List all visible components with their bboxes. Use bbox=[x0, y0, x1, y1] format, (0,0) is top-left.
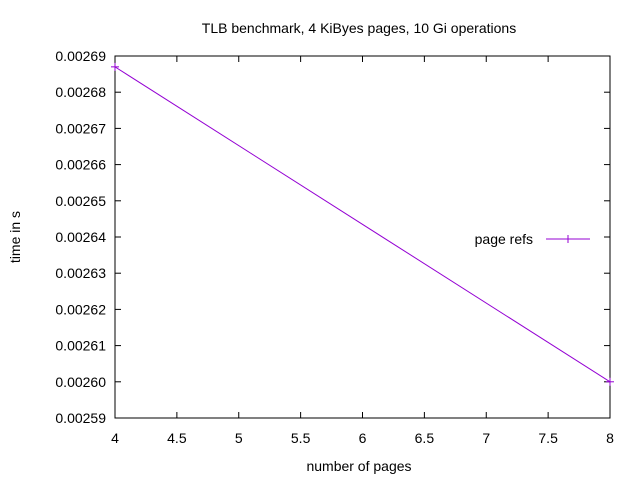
y-tick-label: 0.00259 bbox=[55, 410, 106, 426]
x-tick-label: 4.5 bbox=[167, 430, 187, 446]
y-tick-label: 0.00265 bbox=[55, 193, 106, 209]
y-tick-label: 0.00269 bbox=[55, 48, 106, 64]
y-tick-label: 0.00267 bbox=[55, 120, 106, 136]
y-tick-label: 0.00263 bbox=[55, 265, 106, 281]
x-tick-label: 7 bbox=[482, 430, 490, 446]
legend: page refs bbox=[475, 231, 590, 247]
series-layer bbox=[111, 62, 614, 386]
y-tick-label: 0.00268 bbox=[55, 84, 106, 100]
x-axis-label: number of pages bbox=[306, 458, 411, 474]
x-tick-label: 5.5 bbox=[291, 430, 311, 446]
x-tick-label: 8 bbox=[606, 430, 614, 446]
y-tick-label: 0.00266 bbox=[55, 157, 106, 173]
series-line bbox=[114, 66, 611, 383]
y-axis-label: time in s bbox=[7, 211, 23, 263]
y-tick-label: 0.00262 bbox=[55, 301, 106, 317]
plot-frame bbox=[114, 55, 611, 419]
x-tick-label: 4 bbox=[111, 430, 119, 446]
chart-title: TLB benchmark, 4 KiByes pages, 10 Gi ope… bbox=[202, 20, 516, 36]
y-tick-label: 0.00264 bbox=[55, 229, 106, 245]
y-tick-label: 0.00260 bbox=[55, 374, 106, 390]
x-tick-label: 7.5 bbox=[538, 430, 558, 446]
x-tick-label: 6.5 bbox=[415, 430, 435, 446]
x-tick-label: 6 bbox=[359, 430, 367, 446]
x-axis-ticks: 4 4.5 5 5.5 6 6.5 7 7.5 8 bbox=[111, 56, 614, 446]
x-tick-label: 5 bbox=[235, 430, 243, 446]
legend-label: page refs bbox=[475, 231, 533, 247]
y-tick-label: 0.00261 bbox=[55, 338, 106, 354]
